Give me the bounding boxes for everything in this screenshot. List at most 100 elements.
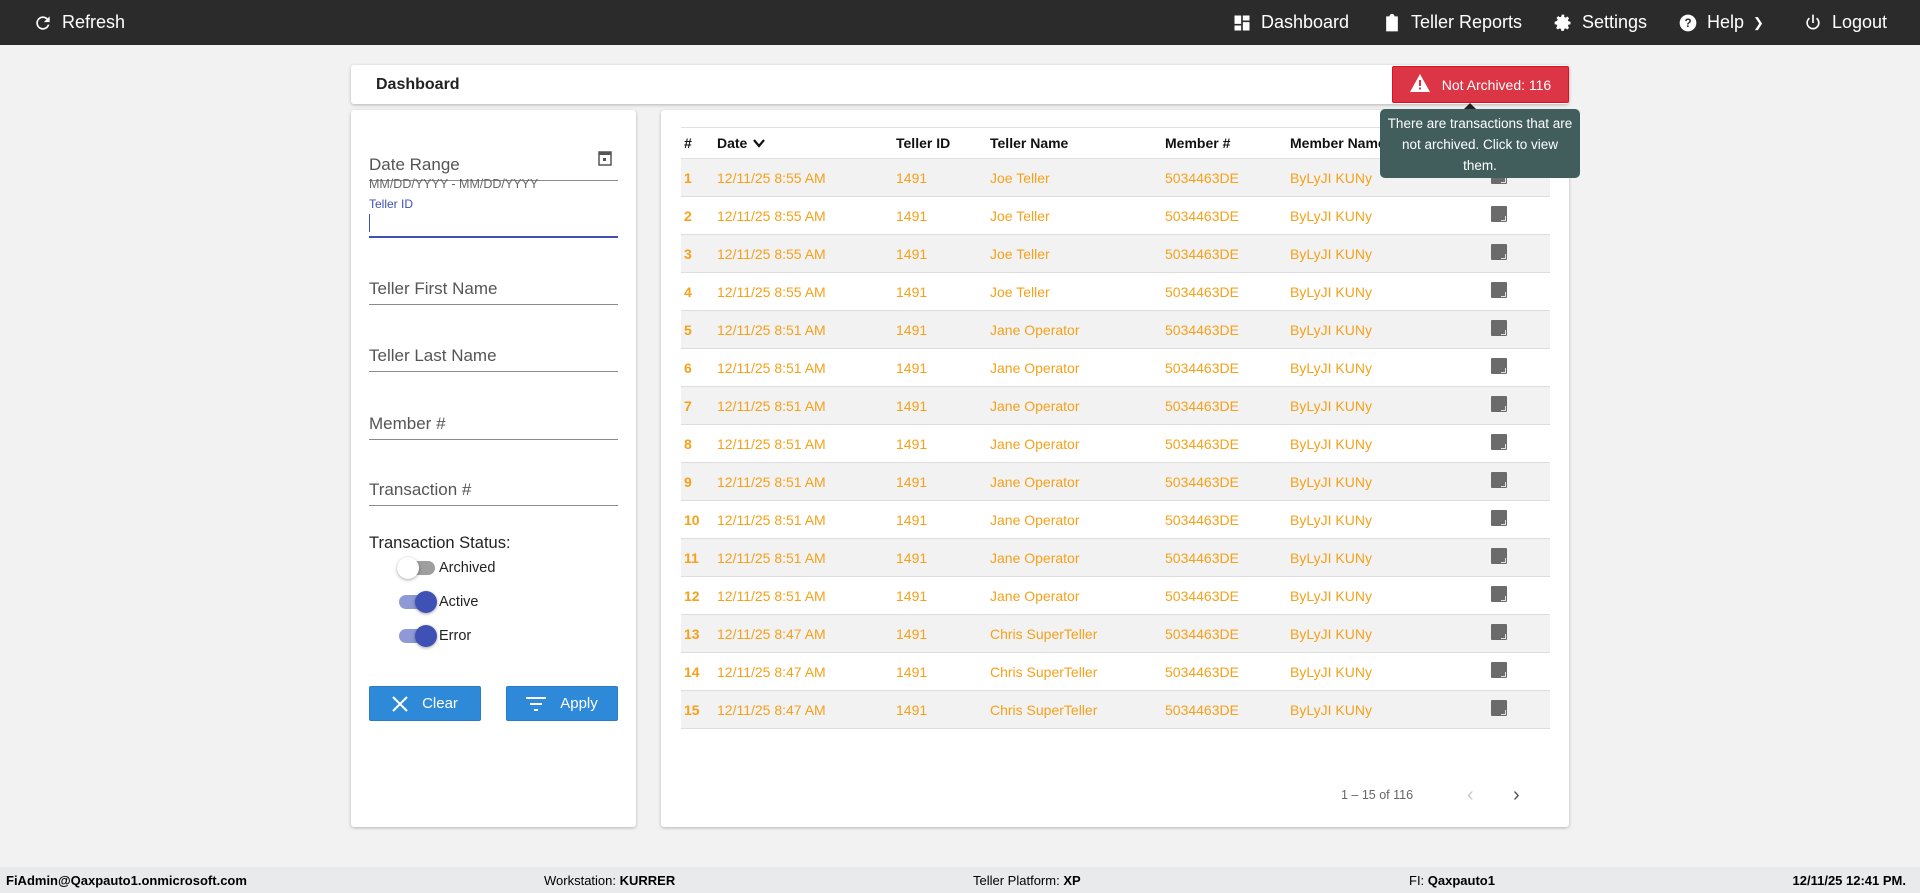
col-header-member-number[interactable]: Member # [1165, 127, 1290, 159]
toggle-track[interactable] [397, 557, 435, 579]
col-header-teller-id[interactable]: Teller ID [896, 127, 990, 159]
table-row[interactable]: 2 12/11/25 8:55 AM 1491 Joe Teller 5034463DE… [681, 196, 1550, 235]
cell-member-number: 5034463DE [1165, 500, 1290, 539]
cell-teller-name: Jane Operator [990, 538, 1165, 577]
chevron-down-icon: ❯ [1753, 14, 1764, 30]
table-row[interactable]: 10 12/11/25 8:51 AM 1491 Jane Operator 50344… [681, 500, 1550, 539]
cell-teller-name: Jane Operator [990, 348, 1165, 387]
cell-date: 12/11/25 8:55 AM [717, 234, 896, 273]
apply-label: Apply [560, 695, 598, 712]
table-row[interactable]: 4 12/11/25 8:55 AM 1491 Joe Teller 5034463DE… [681, 272, 1550, 311]
not-archived-tooltip: There are transactions that are not arch… [1380, 103, 1580, 178]
cell-member-name: ByLyJI KUNy [1290, 500, 1485, 539]
cell-teller-name: Joe Teller [990, 272, 1165, 311]
toggle-knob[interactable] [397, 557, 419, 579]
cell-member-name: ByLyJI KUNy [1290, 538, 1485, 577]
cell-notes [1485, 348, 1550, 387]
svg-text:?: ? [1684, 17, 1691, 30]
apply-button[interactable]: Apply [506, 686, 618, 721]
member-number-input[interactable]: Member # [369, 404, 618, 440]
note-icon[interactable] [1491, 206, 1507, 222]
nav-help[interactable]: ? Help ❯ [1678, 0, 1764, 45]
note-icon[interactable] [1491, 472, 1507, 488]
table-row[interactable]: 3 12/11/25 8:55 AM 1491 Joe Teller 5034463DE… [681, 234, 1550, 273]
cell-member-number: 5034463DE [1165, 196, 1290, 235]
cell-member-number: 5034463DE [1165, 576, 1290, 615]
toggle-error[interactable]: Error [399, 625, 471, 647]
table-row[interactable]: 13 12/11/25 8:47 AM 1491 Chris SuperTeller 5… [681, 614, 1550, 653]
date-range-input[interactable]: Date Range [369, 150, 618, 181]
refresh-icon [36, 15, 50, 30]
next-page-button[interactable]: › [1513, 784, 1520, 806]
cell-notes [1485, 652, 1550, 691]
note-icon[interactable] [1491, 586, 1507, 602]
cell-member-number: 5034463DE [1165, 234, 1290, 273]
nav-settings[interactable]: Settings [1553, 0, 1647, 45]
toggle-active[interactable]: Active [399, 591, 479, 613]
logout-button[interactable]: Logout [1803, 0, 1887, 45]
teller-first-name-input[interactable]: Teller First Name [369, 270, 618, 305]
nav-dashboard[interactable]: Dashboard [1232, 0, 1349, 45]
toggle-track[interactable] [399, 625, 437, 647]
fi-label: FI: [1409, 873, 1428, 888]
table-row[interactable]: 14 12/11/25 8:47 AM 1491 Chris SuperTeller 5… [681, 652, 1550, 691]
toggle-label: Archived [439, 560, 496, 576]
nav-teller-reports[interactable]: Teller Reports [1382, 0, 1522, 45]
cell-date: 12/11/25 8:55 AM [717, 196, 896, 235]
note-icon[interactable] [1491, 700, 1507, 716]
table-row[interactable]: 7 12/11/25 8:51 AM 1491 Jane Operator 503446… [681, 386, 1550, 425]
workstation-value: KURRER [619, 873, 676, 888]
note-icon[interactable] [1491, 320, 1507, 336]
note-icon[interactable] [1491, 358, 1507, 374]
prev-page-button[interactable]: ‹ [1467, 784, 1474, 806]
cell-teller-id: 1491 [896, 196, 990, 235]
transactions-panel: # Date Teller ID Teller Name Member # Me… [661, 110, 1569, 827]
table-row[interactable]: 6 12/11/25 8:51 AM 1491 Jane Operator 503446… [681, 348, 1550, 387]
note-icon[interactable] [1491, 548, 1507, 564]
table-row[interactable]: 8 12/11/25 8:51 AM 1491 Jane Operator 503446… [681, 424, 1550, 463]
table-row[interactable]: 9 12/11/25 8:51 AM 1491 Jane Operator 503446… [681, 462, 1550, 501]
col-header-teller-name[interactable]: Teller Name [990, 127, 1165, 159]
refresh-button[interactable]: Refresh [33, 0, 125, 45]
calendar-icon[interactable] [598, 150, 612, 166]
cell-teller-name: Joe Teller [990, 196, 1165, 235]
cell-row-number: 3 [681, 234, 717, 273]
nav-dashboard-label: Dashboard [1261, 12, 1350, 32]
table-row[interactable]: 11 12/11/25 8:51 AM 1491 Jane Operator 50344… [681, 538, 1550, 577]
col-header-date-label: Date [717, 135, 748, 151]
teller-last-name-input[interactable]: Teller Last Name [369, 337, 618, 372]
table-row[interactable]: 15 12/11/25 8:47 AM 1491 Chris SuperTeller 5… [681, 690, 1550, 729]
toggle-track[interactable] [399, 591, 437, 613]
toggle-archived[interactable]: Archived [397, 557, 496, 579]
teller-id-input[interactable] [369, 212, 618, 238]
cell-row-number: 12 [681, 576, 717, 615]
clear-button[interactable]: Clear [369, 686, 481, 721]
transaction-number-input[interactable]: Transaction # [369, 471, 618, 506]
table-row[interactable]: 5 12/11/25 8:51 AM 1491 Jane Operator 503446… [681, 310, 1550, 349]
refresh-label: Refresh [62, 12, 126, 32]
note-icon[interactable] [1491, 434, 1507, 450]
note-icon[interactable] [1491, 396, 1507, 412]
note-icon[interactable] [1491, 282, 1507, 298]
cell-member-name: ByLyJI KUNy [1290, 348, 1485, 387]
footer-fi: FI: Qaxpauto1 [1409, 873, 1495, 888]
cell-member-name: ByLyJI KUNy [1290, 690, 1485, 729]
cell-row-number: 15 [681, 690, 717, 729]
cell-teller-id: 1491 [896, 234, 990, 273]
cell-member-number: 5034463DE [1165, 462, 1290, 501]
cell-row-number: 14 [681, 652, 717, 691]
toggle-knob[interactable] [415, 625, 437, 647]
not-archived-button[interactable]: Not Archived: 116 [1392, 66, 1569, 103]
table-row[interactable]: 12 12/11/25 8:51 AM 1491 Jane Operator 50344… [681, 576, 1550, 615]
cell-teller-name: Jane Operator [990, 386, 1165, 425]
note-icon[interactable] [1491, 510, 1507, 526]
col-header-date[interactable]: Date [717, 127, 896, 159]
cell-member-name: ByLyJI KUNy [1290, 196, 1485, 235]
workstation-label: Workstation: [544, 873, 620, 888]
note-icon[interactable] [1491, 624, 1507, 640]
cell-member-number: 5034463DE [1165, 652, 1290, 691]
note-icon[interactable] [1491, 662, 1507, 678]
note-icon[interactable] [1491, 244, 1507, 260]
date-range-label: Date Range [369, 155, 460, 174]
toggle-knob[interactable] [415, 591, 437, 613]
